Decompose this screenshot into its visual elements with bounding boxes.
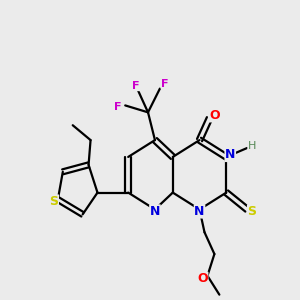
Text: S: S <box>248 205 256 218</box>
Text: O: O <box>209 109 220 122</box>
Text: N: N <box>150 205 160 218</box>
Text: F: F <box>114 102 121 112</box>
Text: S: S <box>50 195 58 208</box>
Text: F: F <box>132 81 140 91</box>
Text: N: N <box>194 205 205 218</box>
Text: H: H <box>248 141 256 151</box>
Text: O: O <box>197 272 208 285</box>
Text: F: F <box>161 79 169 88</box>
Text: N: N <box>225 148 236 161</box>
